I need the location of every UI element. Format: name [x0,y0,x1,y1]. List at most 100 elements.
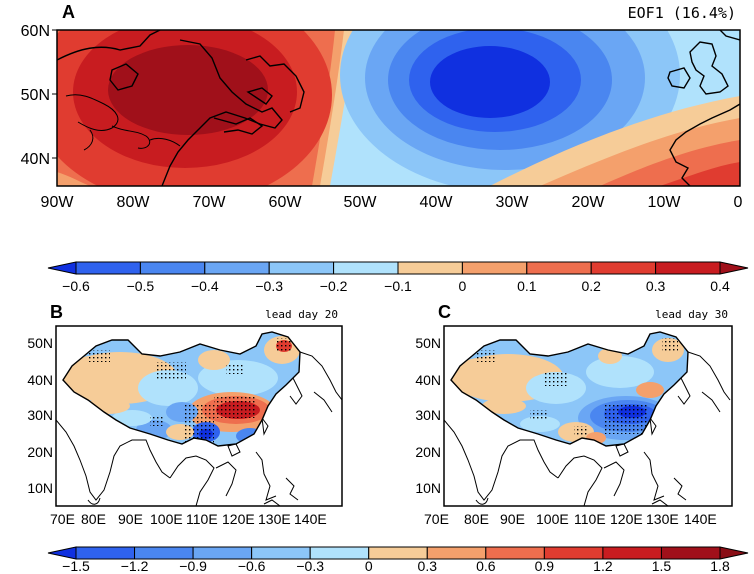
panel-c-lead-label: lead day 30 [655,308,728,321]
panel-c-lat-axis: 50N 40N 30N 20N 10N [415,335,441,496]
colorbar-a-tick-label: 0.3 [646,278,666,294]
colorbar-bottom-tick-label: −0.6 [238,558,266,574]
lon-label-c-90e: 90E [500,511,525,527]
lat-label-60n: 60N [21,23,50,40]
lon-label-c-110e: 110E [574,511,606,527]
lon-label-70w: 70W [193,194,227,211]
lon-label-c-130e: 130E [646,511,679,527]
colorbar-a-tick-label: 0 [459,278,467,294]
lat-label-50n: 50N [21,87,50,104]
colorbar-a-segment-5 [333,261,399,275]
coastline-india [56,419,171,501]
colorbar-a-segments [47,261,749,275]
colorbar-bottom: −1.5 −1.2 −0.9 −0.6 −0.3 0 0.3 0.6 0.9 1.2 1.5 1.8 [47,546,749,574]
lon-label-30w: 30W [496,194,530,211]
colorbar-a-segment-4 [268,261,335,275]
colorbar-a-tick-label: −0.1 [384,278,412,294]
panel-a: 60N 50N 40N 90W 80W 70W 60W 50W 40W 30W … [21,2,743,211]
coastline-se-asia-c [557,455,603,506]
lon-label-c-120e: 120E [610,511,643,527]
colorbar-bottom-tick-label: −0.9 [179,558,207,574]
panel-a-frame [56,29,741,187]
colorbar-a-segment-0 [47,261,77,275]
lon-label-60w: 60W [269,194,303,211]
colorbar-a-segment-10 [655,261,721,275]
lat-label-c-30n: 30N [415,407,441,423]
colorbar-bottom-tick-label: 1.5 [652,558,672,574]
colorbar-a-tick-label: −0.2 [320,278,348,294]
colorbar-a-tick-label: −0.5 [127,278,155,294]
lon-label-c-70e: 70E [424,511,449,527]
lat-label-c-50n: 50N [415,335,441,351]
lon-label-c-80e: 80E [464,511,489,527]
lat-label-b-50n: 50N [27,335,53,351]
lon-label-90w: 90W [41,194,75,211]
colorbar-bottom-tick-label: 0.3 [418,558,438,574]
colorbar-bottom-segments [47,546,749,560]
colorbar-bottom-tick-label: −1.5 [62,558,90,574]
lat-label-c-20n: 20N [415,444,441,460]
panel-b-letter: B [50,302,63,322]
lon-label-b-70e: 70E [50,511,75,527]
panel-c: 50N 40N 30N 20N 10N 70E 80E 90E 100E 110… [415,302,733,527]
coastline-india-c [444,419,559,501]
lon-label-20w: 20W [572,194,606,211]
lon-label-b-80e: 80E [81,511,106,527]
panel-b: 50N 40N 30N 20N 10N 70E 80E 90E 100E 110… [27,302,343,527]
colorbar-a-tick-label: 0.2 [581,278,601,294]
colorbar-bottom-labels: −1.5 −1.2 −0.9 −0.6 −0.3 0 0.3 0.6 0.9 1.2 1.5 1.8 [62,558,730,574]
lon-label-50w: 50W [344,194,378,211]
colorbar-a-segment-2 [139,261,206,275]
colorbar-a-segment-8 [526,261,592,275]
colorbar-bottom-tick-label: −1.2 [121,558,149,574]
lon-label-b-100e: 100E [150,511,183,527]
panel-b-lead-label: lead day 20 [265,308,338,321]
colorbar-a-tick-label: −0.6 [62,278,90,294]
colorbar-bottom-tick-label: 0.6 [476,558,496,574]
lat-label-b-30n: 30N [27,407,53,423]
colorbar-a-segment-1 [75,261,141,275]
panel-b-lat-axis: 50N 40N 30N 20N 10N [27,335,53,496]
colorbar-bottom-tick-label: −0.3 [296,558,324,574]
lat-label-c-40n: 40N [415,372,441,388]
lat-label-b-40n: 40N [27,372,53,388]
lon-label-b-130e: 130E [258,511,291,527]
colorbar-a-segment-9 [590,261,657,275]
lat-label-40n: 40N [21,151,50,168]
lon-label-b-120e: 120E [222,511,255,527]
eof1-field [57,30,740,186]
colorbar-bottom-segment-12 [719,546,749,560]
panel-c-lon-axis: 70E 80E 90E 100E 110E 120E 130E 140E [424,511,717,527]
panel-c-frame [443,325,733,507]
panel-b-frame [55,325,343,507]
panel-c-letter: C [438,302,451,322]
lat-label-b-10n: 10N [27,480,53,496]
lon-label-40w: 40W [420,194,454,211]
panel-a-lat-axis: 60N 50N 40N [21,23,57,168]
lon-label-c-100e: 100E [536,511,569,527]
lon-label-10w: 10W [648,194,682,211]
colorbar-a-labels: −0.6−0.5−0.4−0.3−0.2−0.100.10.20.30.40.5 [62,278,730,294]
coastline-korea-japan [299,351,342,401]
lon-label-b-90e: 90E [118,511,143,527]
colorbar-a-segment-3 [204,261,270,275]
lon-label-b-110e: 110E [186,511,218,527]
colorbar-a-tick-label: 0.4 [710,278,730,294]
colorbar-a-segment-6 [397,261,463,275]
colorbar-a-tick-label: −0.4 [191,278,219,294]
lat-label-b-20n: 20N [27,444,53,460]
colorbar-bottom-tick-label: 1.8 [710,558,730,574]
colorbar-a-segment-7 [461,261,528,275]
panel-b-lon-axis: 70E 80E 90E 100E 110E 120E 130E 140E [50,511,327,527]
lat-label-c-10n: 10N [415,480,441,496]
colorbar-a-tick-label: 0.1 [517,278,537,294]
colorbar-bottom-tick-label: 0.9 [535,558,555,574]
colorbar-bottom-tick-label: 1.2 [593,558,613,574]
colorbar-a-segment-11 [719,261,749,275]
panel-a-letter: A [62,2,75,22]
lon-label-0: 0 [734,194,743,211]
coastline-korea-japan-c [687,351,731,401]
coastline-se-asia [169,455,215,506]
panel-a-lon-axis: 90W 80W 70W 60W 50W 40W 30W 20W 10W 0 [41,194,743,211]
lon-label-80w: 80W [117,194,151,211]
